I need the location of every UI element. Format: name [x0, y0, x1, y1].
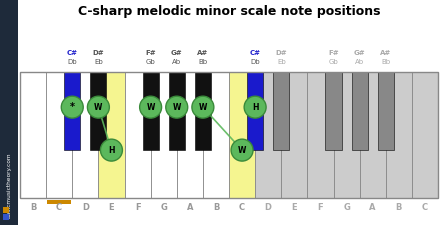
Bar [125, 72, 150, 198]
Text: D#: D# [92, 50, 104, 56]
Bar [72, 72, 99, 198]
Bar [99, 72, 125, 198]
Text: C: C [422, 202, 428, 211]
Text: B: B [213, 202, 219, 211]
Text: W: W [199, 103, 207, 112]
Bar [273, 72, 290, 150]
Text: Db: Db [250, 59, 260, 65]
Text: F#: F# [328, 50, 339, 56]
Text: C-sharp melodic minor scale note positions: C-sharp melodic minor scale note positio… [78, 4, 380, 18]
Bar [47, 200, 71, 204]
Text: basicmusictheory.com: basicmusictheory.com [7, 152, 11, 218]
Text: C#: C# [67, 50, 78, 56]
Text: B: B [30, 202, 36, 211]
Text: A#: A# [380, 50, 391, 56]
Text: W: W [147, 103, 155, 112]
Bar [326, 72, 341, 150]
Bar [386, 72, 412, 198]
Text: Ab: Ab [355, 59, 364, 65]
Bar [20, 72, 46, 198]
Text: C: C [239, 202, 245, 211]
Bar [20, 72, 438, 198]
Bar [334, 72, 359, 198]
Bar [195, 72, 211, 150]
Bar [143, 72, 159, 150]
Text: C#: C# [249, 50, 260, 56]
Circle shape [231, 139, 253, 161]
Text: A: A [187, 202, 193, 211]
Text: D: D [265, 202, 271, 211]
Text: W: W [94, 103, 103, 112]
Text: H: H [252, 103, 258, 112]
Bar [64, 72, 81, 150]
Bar [359, 72, 386, 198]
Bar [255, 72, 281, 198]
Circle shape [88, 96, 110, 118]
Text: Gb: Gb [146, 59, 155, 65]
Circle shape [192, 96, 214, 118]
Text: A: A [370, 202, 376, 211]
Text: Gb: Gb [329, 59, 338, 65]
Bar [150, 72, 177, 198]
Bar [308, 72, 334, 198]
Text: C: C [56, 202, 62, 211]
Text: Bb: Bb [381, 59, 390, 65]
Bar [90, 72, 106, 150]
Circle shape [244, 96, 266, 118]
Text: G#: G# [354, 50, 366, 56]
Text: E: E [291, 202, 297, 211]
Bar [229, 72, 255, 198]
Text: D: D [82, 202, 89, 211]
Text: A#: A# [197, 50, 209, 56]
Text: Ab: Ab [172, 59, 181, 65]
Text: F#: F# [145, 50, 156, 56]
Circle shape [166, 96, 188, 118]
Bar [412, 72, 438, 198]
Bar [0, 0, 18, 225]
Text: F: F [135, 202, 140, 211]
Bar [169, 72, 185, 150]
Bar [3, 207, 9, 213]
Text: F: F [318, 202, 323, 211]
Text: Eb: Eb [94, 59, 103, 65]
Bar [46, 72, 72, 198]
Text: B: B [396, 202, 402, 211]
Text: D#: D# [275, 50, 287, 56]
Text: W: W [172, 103, 181, 112]
Text: Eb: Eb [277, 59, 286, 65]
Circle shape [100, 139, 122, 161]
Text: H: H [108, 146, 115, 155]
Text: G: G [160, 202, 167, 211]
Text: W: W [238, 146, 246, 155]
Text: *: * [70, 102, 75, 112]
Bar [352, 72, 368, 150]
Bar [3, 214, 9, 220]
Bar [203, 72, 229, 198]
Circle shape [139, 96, 161, 118]
Circle shape [61, 96, 83, 118]
Text: E: E [109, 202, 114, 211]
Bar [247, 72, 263, 150]
Text: Db: Db [67, 59, 77, 65]
Text: Bb: Bb [198, 59, 207, 65]
Text: G: G [343, 202, 350, 211]
Bar [177, 72, 203, 198]
Bar [281, 72, 308, 198]
Text: G#: G# [171, 50, 183, 56]
Bar [378, 72, 394, 150]
